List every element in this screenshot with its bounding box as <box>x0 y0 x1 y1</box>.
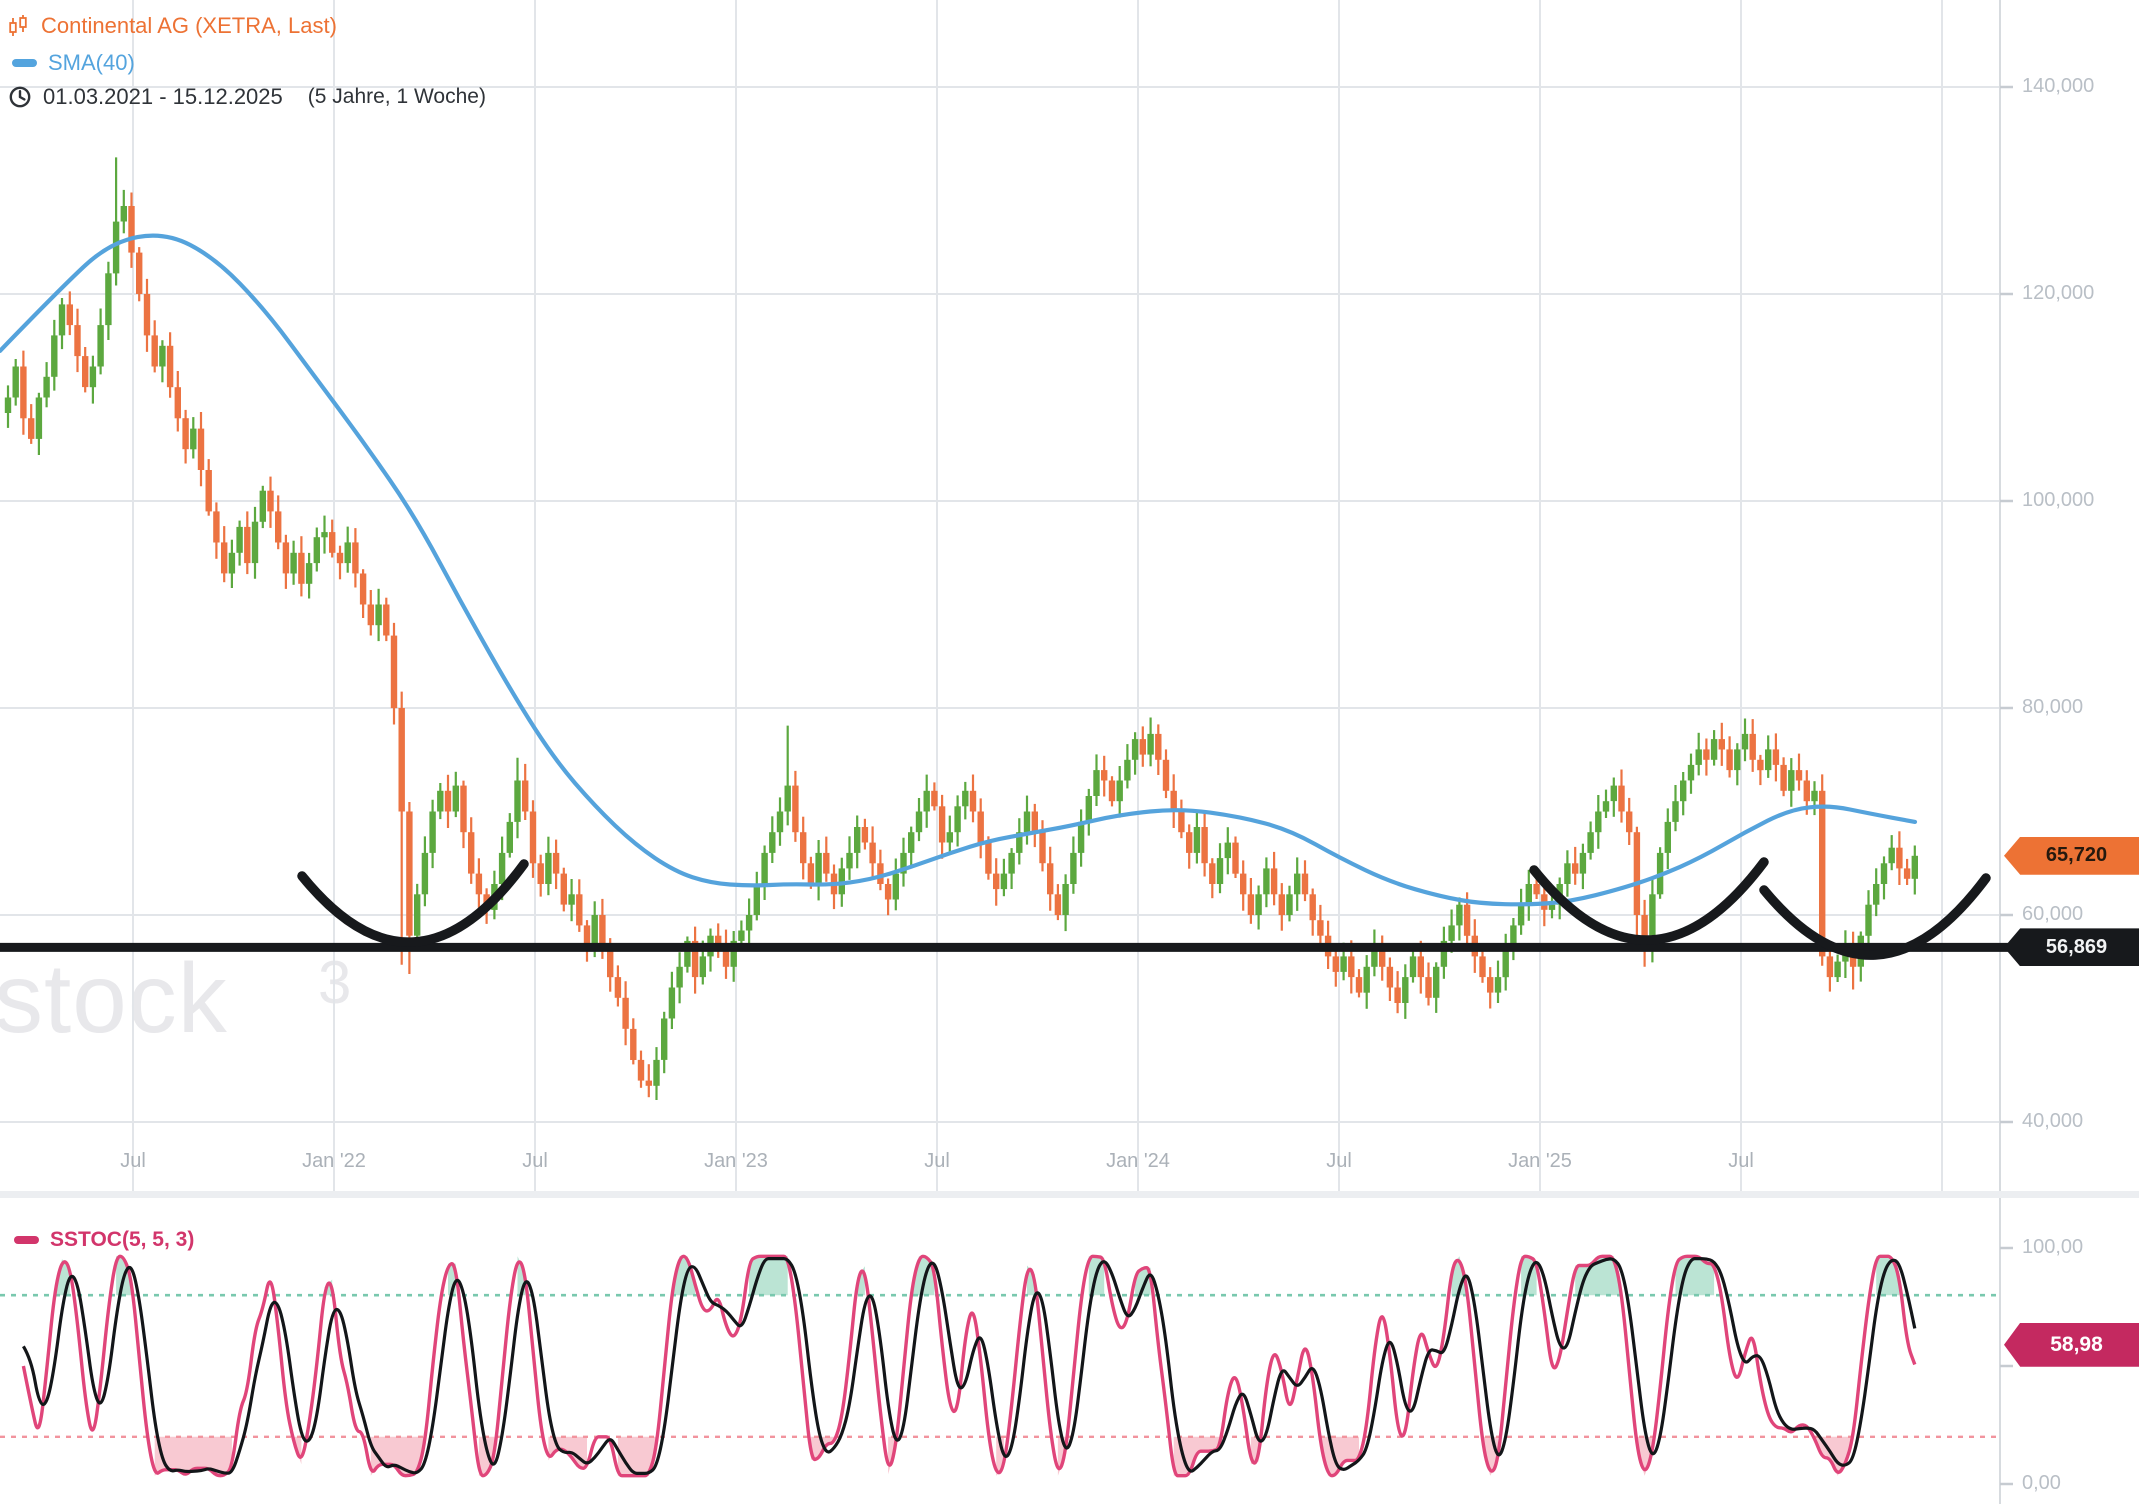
stock3-watermark: stock <box>0 943 228 1053</box>
legend-sma[interactable]: SMA(40) <box>12 50 135 76</box>
instrument-title: Continental AG (XETRA, Last) <box>41 13 337 38</box>
panel-divider <box>0 1191 2139 1198</box>
candlestick-icon <box>9 15 27 36</box>
legend-instrument[interactable]: Continental AG (XETRA, Last) <box>8 13 337 39</box>
sstoc-line-icon <box>14 1236 39 1244</box>
support-line-badge: 56,869 <box>2004 928 2139 967</box>
sstoc-value-badge: 58,98 <box>2004 1322 2139 1367</box>
clock-icon <box>9 86 31 108</box>
period-label: (5 Jahre, 1 Woche) <box>307 85 486 108</box>
sma-line-icon <box>12 59 37 67</box>
legend-date-range[interactable]: 01.03.2021 - 15.12.2025 (5 Jahre, 1 Woch… <box>8 84 486 110</box>
last-price-badge: 65,720 <box>2004 836 2139 875</box>
sstoc-label: SSTOC(5, 5, 3) <box>50 1228 195 1251</box>
date-range: 01.03.2021 - 15.12.2025 <box>43 84 283 109</box>
sma-label: SMA(40) <box>48 50 135 75</box>
legend-sstoc[interactable]: SSTOC(5, 5, 3) <box>14 1227 194 1253</box>
